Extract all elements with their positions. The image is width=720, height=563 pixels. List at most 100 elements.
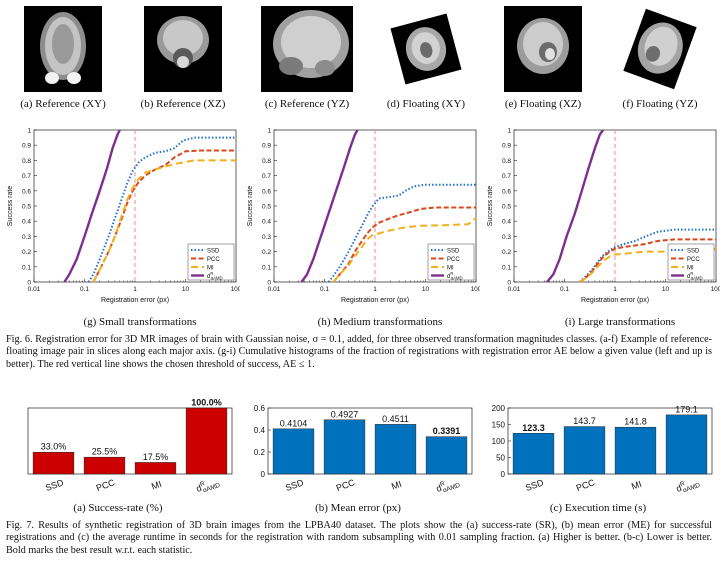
y-tick-label: 0.5 — [262, 204, 271, 211]
chart-execution-time: 0 50 100 150 200 123.3 SSD 143.7 PCC 141.8 MI 179.1… — [492, 404, 713, 494]
y-tick-label: 0.5 — [22, 204, 31, 211]
y-tick-label: 0 — [261, 470, 266, 479]
legend-label: MI — [687, 265, 694, 271]
x-tick-label: 1 — [613, 286, 617, 293]
y-tick-label: 0.2 — [262, 249, 271, 256]
y-tick-label: 0 — [267, 280, 271, 287]
chart-small-transformations: 0 0.1 0.2 0.3 0.4 0.5 0.6 0.7 0.8 0.9 1 0.01 0.1 1 10 1… — [7, 128, 240, 305]
subcaption-i: (i) Large transformations — [564, 316, 676, 328]
thumbnail-caption: (b) Reference (XZ) — [140, 98, 226, 110]
figure-7-text: Results of synthetic registration of 3D … — [6, 520, 712, 556]
legend-label: dR αAMD — [207, 271, 223, 281]
subcaption-b: (b) Mean error (px) — [315, 502, 401, 514]
bar — [83, 456, 126, 475]
x-tick-label: 10 — [182, 286, 190, 293]
bar — [374, 424, 417, 475]
figure-7-caption: Fig. 7. Results of synthetic registratio… — [6, 520, 712, 557]
bar — [665, 414, 708, 475]
legend-label: PCC — [447, 257, 460, 263]
x-tick-label: 1 — [133, 286, 137, 293]
y-tick-label: 0.1 — [262, 264, 271, 271]
brain-slice-image — [504, 6, 582, 92]
series-line-amd — [63, 129, 121, 283]
x-tick-label: 0.01 — [268, 286, 281, 293]
y-tick-label: 0.7 — [22, 173, 31, 180]
brain-slice-image — [261, 6, 353, 92]
y-tick-label: 0.9 — [502, 143, 511, 150]
bar — [425, 436, 468, 475]
y-tick-label: 0.4 — [22, 219, 31, 226]
bar-value-label: 179.1 — [675, 404, 698, 414]
category-label: SSD — [44, 477, 65, 493]
brain-slice-image — [387, 6, 465, 92]
subcaption-h: (h) Medium transformations — [317, 316, 443, 328]
legend-label: SSD — [687, 248, 700, 254]
bar-value-label: 0.4511 — [382, 414, 409, 424]
bar-value-label: 17.5% — [143, 452, 169, 462]
chart-medium-transformations: 0 0.1 0.2 0.3 0.4 0.5 0.6 0.7 0.8 0.9 1 0.01 0.1 1 10 1… — [247, 128, 480, 305]
bar — [614, 426, 657, 475]
thumbnail-floating-yz: (f) Floating (YZ) — [605, 6, 715, 110]
bar — [185, 407, 228, 475]
legend-label: dR αAMD — [687, 271, 703, 281]
legend-label: dR αAMD — [447, 271, 463, 281]
brain-slice-image — [24, 6, 102, 92]
category-label: dRαAMD — [434, 475, 461, 496]
figure-6-text: Registration error for 3D MR images of b… — [6, 334, 713, 370]
x-tick-label: 1 — [373, 286, 377, 293]
category-label: PCC — [575, 477, 597, 493]
bar — [323, 419, 366, 475]
subcaption-c: (c) Execution time (s) — [549, 502, 647, 514]
y-tick-label: 0.6 — [262, 188, 271, 195]
bar-value-label: 33.0% — [41, 442, 67, 452]
x-tick-label: 100 — [231, 286, 240, 293]
brain-slice-image — [621, 6, 699, 92]
bar-value-label: 141.8 — [624, 417, 647, 427]
y-tick-label: 0.9 — [22, 143, 31, 150]
x-axis-label: Registration error (px) — [341, 297, 409, 304]
legend-label: MI — [207, 265, 214, 271]
y-tick-label: 0.4 — [254, 426, 266, 435]
x-tick-label: 0.1 — [80, 286, 89, 293]
series-line-amd — [300, 129, 359, 283]
y-tick-label: 0 — [27, 280, 31, 287]
y-tick-label: 0.7 — [502, 173, 511, 180]
bar-value-label: 0.3391 — [433, 426, 461, 436]
thumbnail-caption: (a) Reference (XY) — [20, 98, 106, 110]
legend-label: SSD — [447, 248, 460, 254]
bar-value-label: 0.4104 — [280, 418, 308, 428]
x-tick-label: 0.1 — [320, 286, 329, 293]
y-tick-label: 150 — [492, 421, 506, 430]
category-label: MI — [630, 479, 643, 492]
y-tick-label: 0.8 — [22, 158, 31, 165]
series-line-amd — [546, 129, 605, 283]
bar — [32, 451, 75, 475]
y-tick-label: 1 — [267, 128, 271, 135]
legend-label: PCC — [687, 257, 700, 263]
legend-label: PCC — [207, 257, 220, 263]
x-tick-label: 0.01 — [508, 286, 521, 293]
category-label: SSD — [524, 477, 545, 493]
y-tick-label: 0.9 — [262, 143, 271, 150]
thumbnail-floating-xy: (d) Floating (XY) — [370, 6, 482, 110]
legend-label: SSD — [207, 248, 220, 254]
bar-value-label: 25.5% — [92, 447, 118, 457]
legend-label: MI — [447, 265, 454, 271]
bar-value-label: 100.0% — [191, 398, 222, 408]
y-tick-label: 0 — [507, 280, 511, 287]
y-tick-label: 0.4 — [262, 219, 271, 226]
y-tick-label: 0.6 — [254, 404, 266, 413]
category-label: PCC — [95, 477, 117, 493]
y-tick-label: 0.8 — [502, 158, 511, 165]
y-tick-label: 0.3 — [502, 234, 511, 241]
y-tick-label: 0.8 — [262, 158, 271, 165]
thumbnail-reference-xy: (a) Reference (XY) — [8, 6, 118, 110]
chart-large-transformations: 0 0.1 0.2 0.3 0.4 0.5 0.6 0.7 0.8 0.9 1 0.01 0.1 1 10 1… — [487, 128, 720, 305]
y-tick-label: 100 — [492, 437, 506, 446]
y-tick-label: 0.3 — [262, 234, 271, 241]
y-tick-label: 0.2 — [254, 448, 266, 457]
y-tick-label: 0.6 — [502, 188, 511, 195]
bar — [512, 433, 555, 475]
thumbnail-reference-yz: (c) Reference (YZ) — [248, 6, 366, 110]
series-line-ssd — [579, 228, 716, 283]
